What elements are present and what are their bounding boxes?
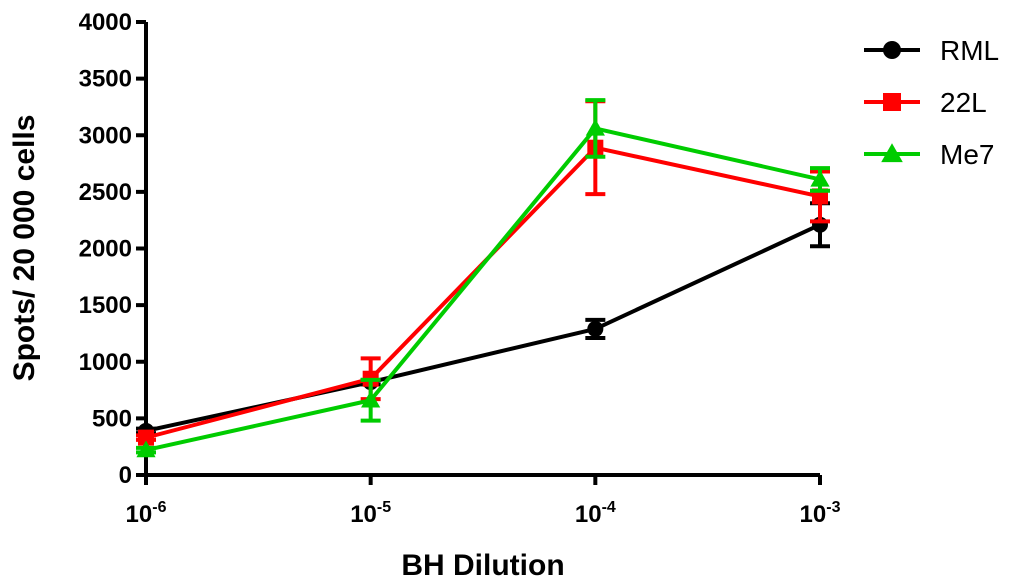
x-tick-label: 10-3 bbox=[800, 499, 841, 528]
legend: RML 22L Me7 bbox=[864, 35, 999, 170]
series-line-me7 bbox=[145, 126, 821, 453]
legend-marker-rml bbox=[883, 41, 901, 59]
y-tick-label: 0 bbox=[119, 462, 132, 489]
series-line-rml bbox=[145, 222, 821, 433]
data-point-22l bbox=[138, 429, 154, 446]
data-point-rml bbox=[587, 320, 604, 337]
y-axis-title: Spots/ 20 000 cells bbox=[8, 115, 41, 382]
legend-item-rml: RML bbox=[864, 35, 999, 66]
series-layer bbox=[136, 98, 830, 458]
x-tick-label: 10-4 bbox=[575, 499, 616, 528]
data-point-me7 bbox=[136, 440, 156, 458]
legend-label-22l: 22L bbox=[940, 87, 987, 118]
data-point-me7 bbox=[585, 118, 605, 136]
x-axis-title: BH Dilution bbox=[401, 549, 564, 582]
legend-label-rml: RML bbox=[940, 35, 999, 66]
series-line-22l bbox=[145, 145, 821, 440]
y-tick-label: 3000 bbox=[79, 122, 132, 149]
series-rml bbox=[136, 201, 830, 439]
legend-marker-me7 bbox=[881, 143, 903, 163]
series-me7 bbox=[136, 98, 830, 458]
y-tick-label: 2000 bbox=[79, 236, 132, 263]
x-tick-label: 10-5 bbox=[350, 499, 391, 528]
y-tick-label: 2500 bbox=[79, 179, 132, 206]
legend-item-22l: 22L bbox=[864, 87, 987, 118]
axes: 0 500 1000 1500 2000 2500 3000 3500 4000 10-6 10-5… bbox=[79, 9, 841, 528]
x-tick-label: 10-6 bbox=[126, 499, 167, 528]
series-22l bbox=[136, 99, 830, 446]
data-point-me7 bbox=[810, 169, 830, 187]
y-tick-label: 1000 bbox=[79, 349, 132, 376]
legend-label-me7: Me7 bbox=[940, 139, 994, 170]
y-tick-label: 1500 bbox=[79, 292, 132, 319]
legend-item-me7: Me7 bbox=[864, 139, 994, 170]
y-tick-label: 4000 bbox=[79, 9, 132, 36]
legend-marker-22l bbox=[883, 93, 901, 111]
y-tick-label: 500 bbox=[92, 405, 132, 432]
y-tick-label: 3500 bbox=[79, 66, 132, 93]
data-point-me7 bbox=[361, 390, 381, 408]
